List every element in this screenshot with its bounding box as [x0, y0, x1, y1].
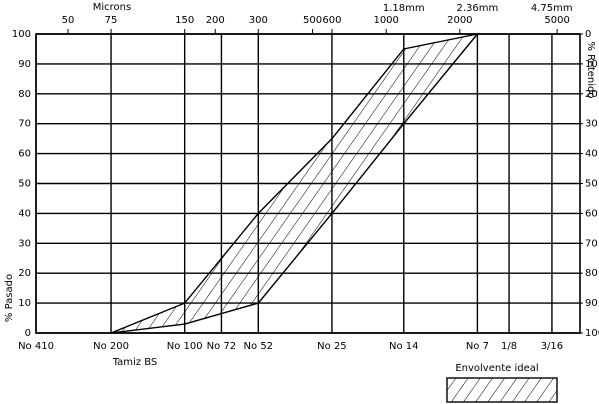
y-tick-label: 10: [18, 298, 31, 309]
x-title: Microns: [93, 2, 131, 13]
y-tick-label: 30: [18, 238, 31, 249]
plot-frame: [35, 33, 581, 334]
y-tick-label: 60: [18, 149, 31, 160]
envelope-area: [111, 34, 478, 333]
y-tick-label: 100: [12, 29, 31, 40]
x3-tick-label: 2.36mm: [457, 3, 499, 14]
x2-tick-label: 1000: [373, 15, 398, 26]
envelope-line: [110, 33, 478, 334]
y-tick-label: 40: [18, 208, 31, 219]
x2-tick-label: 600: [322, 15, 341, 26]
x-tick-label: No 410: [18, 341, 54, 352]
y-tick-label: 50: [18, 179, 31, 190]
x2-tick-label: 150: [175, 15, 194, 26]
x2-tick-label: 75: [105, 15, 118, 26]
y2-tick-label: 90: [585, 298, 598, 309]
x-tick-label: No 100: [167, 341, 203, 352]
y-tick-label: 70: [18, 119, 31, 130]
y2-tick-label: 80: [585, 268, 598, 279]
y2-tick-label: 20: [585, 89, 598, 100]
x2-tick-label: 5000: [544, 15, 569, 26]
x-tick-label: No 7: [466, 341, 489, 352]
y-tick-label: 0: [25, 328, 31, 339]
x-bottom-title: Tamiz BS: [112, 357, 158, 368]
x-tick-label: 1/8: [501, 341, 517, 352]
legend-swatch: [446, 377, 558, 403]
y2-tick-label: 100: [585, 328, 599, 339]
y2-title: % Retenido: [585, 42, 596, 99]
x2-tick-label: 500: [303, 15, 322, 26]
x3-tick-label: 4.75mm: [531, 3, 573, 14]
x2-tick-label: 200: [206, 15, 225, 26]
x-tick-label: No 25: [317, 341, 347, 352]
y-tick-label: 90: [18, 59, 31, 70]
y2-tick-label: 0: [585, 29, 591, 40]
y2-tick-label: 70: [585, 238, 598, 249]
x-tick-label: No 200: [93, 341, 129, 352]
y2-tick-label: 40: [585, 149, 598, 160]
x3-tick-label: 1.18mm: [383, 3, 425, 14]
y2-tick-label: 10: [585, 59, 598, 70]
envelope-line: [110, 33, 478, 334]
x2-tick-label: 300: [249, 15, 268, 26]
x-tick-label: 3/16: [541, 341, 563, 352]
y-tick-label: 80: [18, 89, 31, 100]
x-tick-label: No 72: [207, 341, 237, 352]
x2-tick-label: 50: [62, 15, 75, 26]
y2-tick-label: 30: [585, 119, 598, 130]
y-title: % Pasado: [4, 274, 15, 322]
y-tick-label: 20: [18, 268, 31, 279]
y2-tick-label: 60: [585, 208, 598, 219]
x-tick-label: No 14: [389, 341, 419, 352]
x2-tick-label: 2000: [447, 15, 472, 26]
y2-tick-label: 50: [585, 179, 598, 190]
legend-label: Envolvente ideal: [455, 363, 538, 374]
x-tick-label: No 52: [244, 341, 274, 352]
